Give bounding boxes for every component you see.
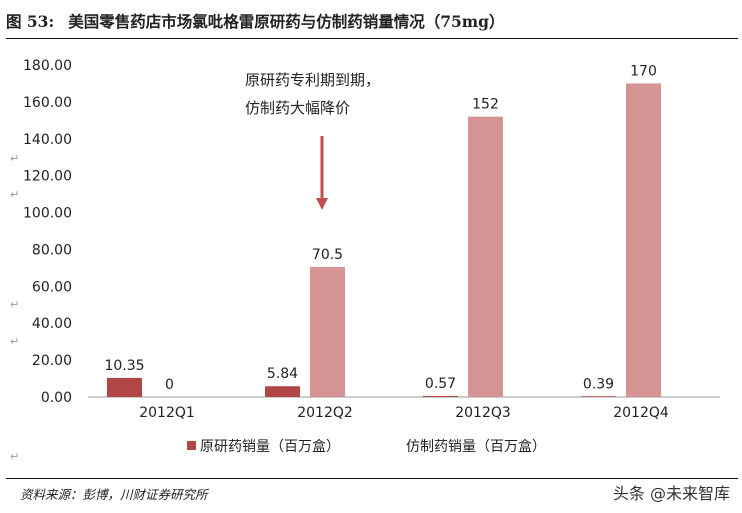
- annotation-text: 仿制药大幅降价: [245, 99, 350, 117]
- bar-original: [581, 396, 616, 397]
- annotation-text: 原研药专利期到期，: [245, 71, 380, 89]
- source-rule: [6, 478, 738, 479]
- y-tick-label: 180.00: [23, 58, 72, 74]
- source-note: 资料来源：彭博，川财证券研究所: [20, 487, 208, 502]
- y-tick-label: 0.00: [41, 390, 72, 406]
- title-rule: [6, 38, 738, 39]
- data-label: 5.84: [267, 366, 298, 382]
- bar-original: [107, 377, 142, 397]
- bar-original: [265, 386, 300, 397]
- data-label: 70.5: [312, 247, 343, 263]
- legend-label-generic: 仿制药销量（百万盒）: [406, 438, 546, 455]
- x-tick-label: 2012Q3: [455, 405, 511, 421]
- x-tick-label: 2012Q1: [139, 405, 195, 421]
- data-label: 170: [630, 63, 657, 79]
- figure-title: 图 53: 美国零售药店市场氯吡格雷原研药与仿制药销量情况（75mg）: [6, 10, 742, 38]
- paragraph-mark: ↵: [10, 335, 19, 348]
- paragraph-mark: ↵: [10, 298, 19, 311]
- watermark: 头条 @未来智库: [612, 484, 730, 503]
- figure-title-text: 美国零售药店市场氯吡格雷原研药与仿制药销量情况（75mg）: [68, 12, 505, 31]
- legend-label-original: 原研药销量（百万盒）: [200, 438, 340, 455]
- bar-original: [423, 395, 458, 397]
- bar-generic: [468, 116, 503, 398]
- data-label: 10.35: [104, 358, 144, 374]
- legend-swatch-original: [187, 441, 196, 450]
- paragraph-mark: ↵: [10, 188, 19, 201]
- y-tick-label: 140.00: [23, 132, 72, 148]
- y-tick-label: 60.00: [32, 279, 72, 295]
- bar-generic: [310, 266, 345, 397]
- data-label: 0.39: [583, 376, 614, 392]
- x-tick-label: 2012Q2: [297, 405, 353, 421]
- paragraph-mark: ↵: [10, 152, 19, 165]
- y-tick-label: 20.00: [32, 353, 72, 369]
- chart-area: 0.00 20.00 40.00 60.00 80.00 100.00 120.00 140.…: [10, 58, 720, 463]
- y-tick-label: 40.00: [32, 316, 72, 332]
- y-tick-label: 160.00: [23, 95, 72, 111]
- paragraph-mark: ↵: [10, 450, 19, 463]
- data-label: 0.57: [425, 376, 456, 392]
- data-label: 0: [165, 377, 174, 393]
- x-tick-label: 2012Q4: [613, 405, 669, 421]
- figure-number: 图 53:: [6, 12, 55, 31]
- bar-generic: [626, 83, 661, 397]
- y-tick-label: 100.00: [23, 206, 72, 222]
- annotation-arrow-head: [316, 198, 328, 210]
- y-tick-label: 120.00: [23, 169, 72, 185]
- y-tick-label: 80.00: [32, 242, 72, 258]
- data-label: 152: [472, 97, 499, 113]
